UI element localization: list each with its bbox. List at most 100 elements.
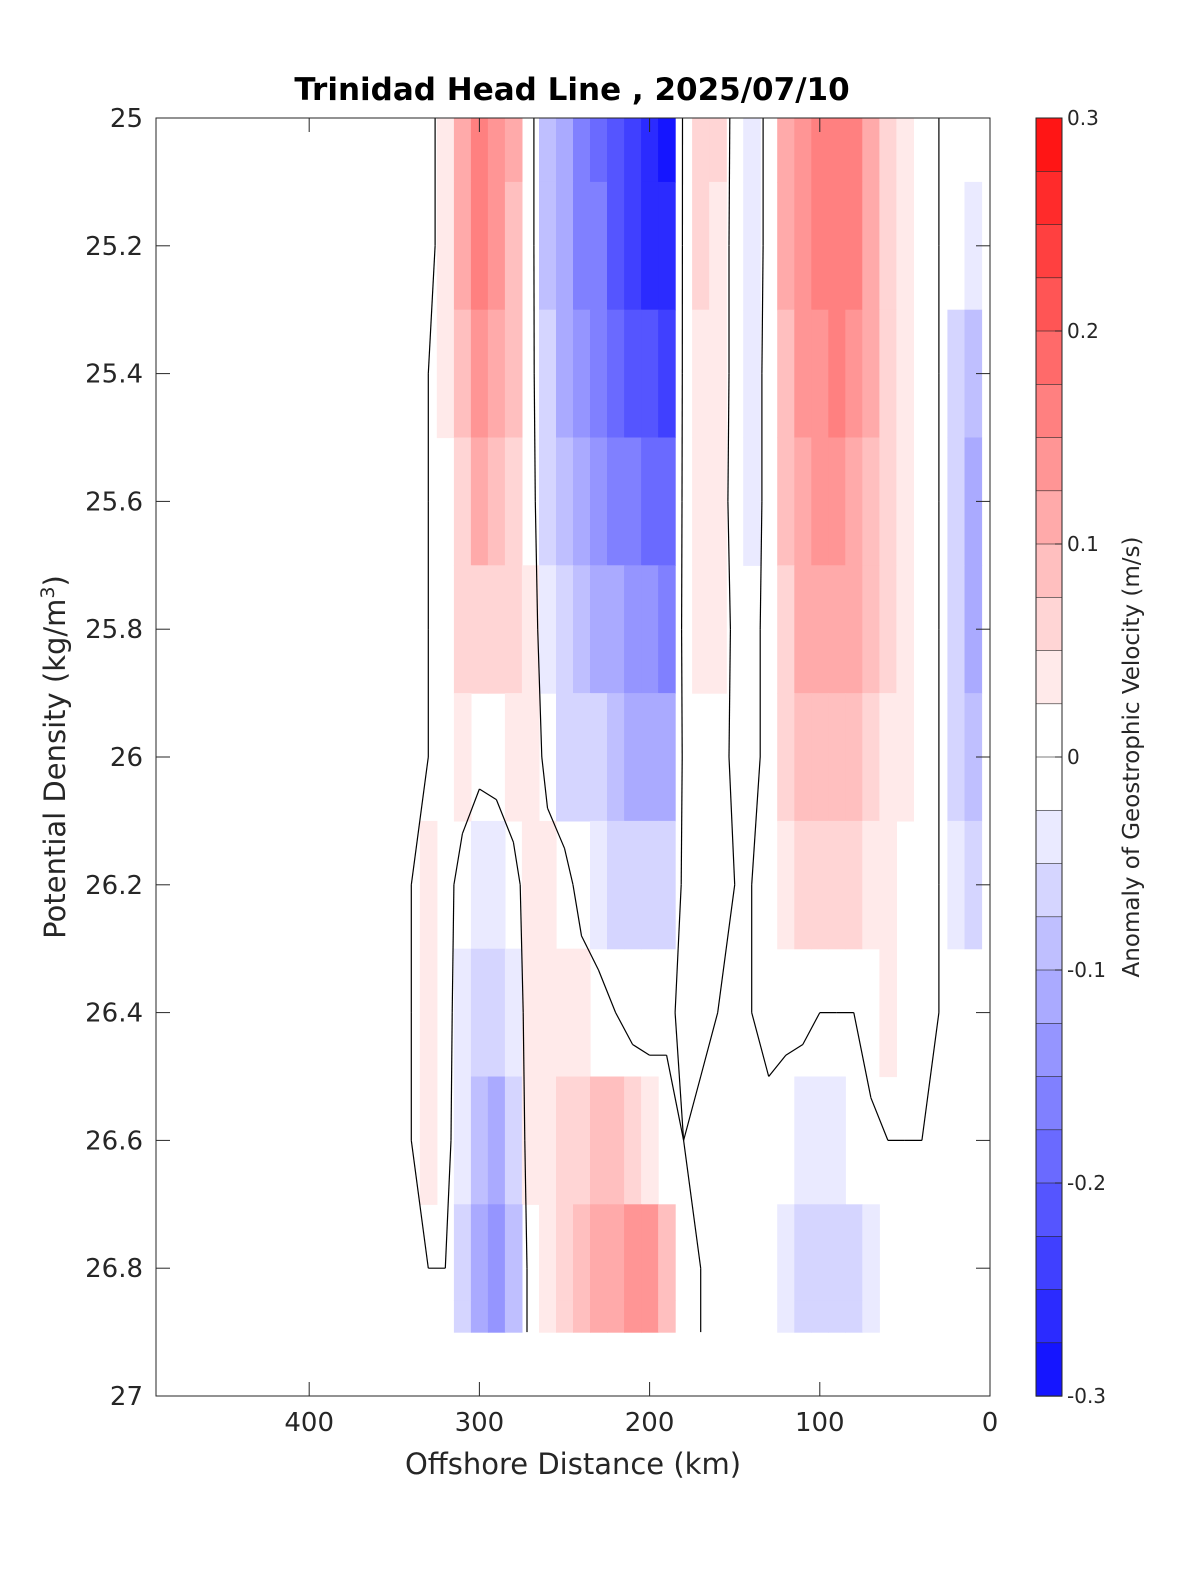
zero-contour-segment <box>768 1054 787 1077</box>
colorbar-band <box>1035 1076 1063 1131</box>
velocity-cell <box>539 948 557 1078</box>
velocity-cell <box>777 1204 795 1301</box>
velocity-cell <box>590 565 608 694</box>
velocity-cell <box>896 181 914 311</box>
velocity-cell <box>539 181 557 311</box>
velocity-cell <box>862 437 880 566</box>
zero-contour-segment <box>444 1140 452 1269</box>
colorbar-tick-label: -0.1 <box>1067 958 1106 982</box>
velocity-cell <box>862 565 880 694</box>
velocity-cell <box>504 565 523 694</box>
velocity-cell <box>896 437 914 566</box>
velocity-cell <box>862 693 880 822</box>
velocity-cell <box>607 1076 625 1205</box>
velocity-cell <box>641 1204 659 1301</box>
velocity-cell <box>777 118 795 183</box>
velocity-cell <box>658 181 676 311</box>
velocity-cell <box>539 437 557 566</box>
velocity-cell <box>556 693 574 822</box>
velocity-cell <box>436 309 455 439</box>
velocity-cell <box>521 948 540 1078</box>
velocity-cell <box>487 437 506 566</box>
velocity-cell <box>862 309 880 439</box>
velocity-cell <box>879 820 897 950</box>
velocity-cell <box>453 1300 472 1333</box>
x-tick-label: 400 <box>284 1408 334 1438</box>
zero-contour-segment <box>727 373 730 502</box>
velocity-cell <box>624 1300 642 1333</box>
zero-contour-segment <box>680 756 683 885</box>
y-tick-label: 25.4 <box>85 360 143 390</box>
velocity-cell <box>879 181 897 311</box>
y-tick-label: 26.8 <box>85 1254 143 1284</box>
velocity-cell <box>624 118 642 183</box>
velocity-cell <box>692 181 710 311</box>
colorbar-band <box>1035 1289 1063 1344</box>
velocity-cell <box>487 948 506 1078</box>
velocity-cell <box>743 181 761 311</box>
zero-contour-segment <box>759 501 763 630</box>
velocity-cell <box>573 181 591 311</box>
velocity-cell <box>470 1300 489 1333</box>
zero-contour-segment <box>680 629 683 758</box>
velocity-cell <box>811 1076 829 1205</box>
velocity-cell <box>709 181 727 311</box>
velocity-cell <box>658 565 676 694</box>
velocity-cell <box>879 565 897 694</box>
velocity-cell <box>624 1076 642 1205</box>
colorbar-band <box>1035 596 1063 652</box>
colorbar-band <box>1035 117 1063 173</box>
y-tick-label: 25.8 <box>85 615 143 645</box>
velocity-cell <box>419 820 438 950</box>
zero-contour-segment <box>870 1097 889 1141</box>
zero-contour-segment <box>674 884 682 1013</box>
y-tick-label: 25.6 <box>85 487 143 517</box>
velocity-cell <box>896 309 914 439</box>
zero-contour-segment <box>537 629 543 758</box>
velocity-cell <box>590 1076 608 1205</box>
velocity-cell <box>777 693 795 822</box>
velocity-cell <box>709 437 727 566</box>
velocity-cell <box>777 820 795 950</box>
zero-contour-segment <box>674 1012 685 1141</box>
velocity-cell <box>845 309 863 439</box>
velocity-cell <box>811 309 829 439</box>
velocity-cell <box>607 1300 625 1333</box>
velocity-cell <box>879 309 897 439</box>
chart-title: Trinidad Head Line , 2025/07/10 <box>294 72 849 108</box>
zero-contour-segment <box>728 118 731 246</box>
zero-contour-segment <box>785 1043 804 1056</box>
velocity-cell <box>419 1076 438 1205</box>
y-tick-label: 25.2 <box>85 232 143 262</box>
velocity-cell <box>590 693 608 822</box>
colorbar-band <box>1035 490 1063 545</box>
zero-contour-segment <box>761 245 764 374</box>
zero-contour-segment <box>524 1140 528 1269</box>
velocity-cell <box>504 437 523 566</box>
velocity-cell <box>504 1204 523 1301</box>
y-tick-label: 26.2 <box>85 871 143 901</box>
zero-contour-segment <box>580 935 600 971</box>
velocity-cell <box>556 1300 574 1333</box>
velocity-cell <box>504 181 523 311</box>
velocity-cell <box>743 437 761 566</box>
velocity-cell <box>590 1300 608 1333</box>
velocity-cell <box>896 693 914 822</box>
zero-contour-segment <box>453 833 463 885</box>
y-tick-label: 26.4 <box>85 999 143 1029</box>
velocity-cell <box>862 118 880 183</box>
velocity-cell <box>641 437 659 566</box>
zero-contour-segment <box>479 788 497 801</box>
velocity-cell <box>539 1204 557 1301</box>
velocity-cell <box>624 309 642 439</box>
velocity-cell <box>641 309 659 439</box>
velocity-cell <box>845 437 863 566</box>
velocity-cell <box>641 118 659 183</box>
y-tick-label: 25 <box>110 104 143 134</box>
velocity-cell <box>504 309 523 439</box>
velocity-cell <box>590 118 608 183</box>
velocity-cell <box>487 1076 506 1205</box>
velocity-cell <box>453 565 472 694</box>
velocity-cell <box>539 565 557 694</box>
velocity-cell <box>879 118 897 183</box>
